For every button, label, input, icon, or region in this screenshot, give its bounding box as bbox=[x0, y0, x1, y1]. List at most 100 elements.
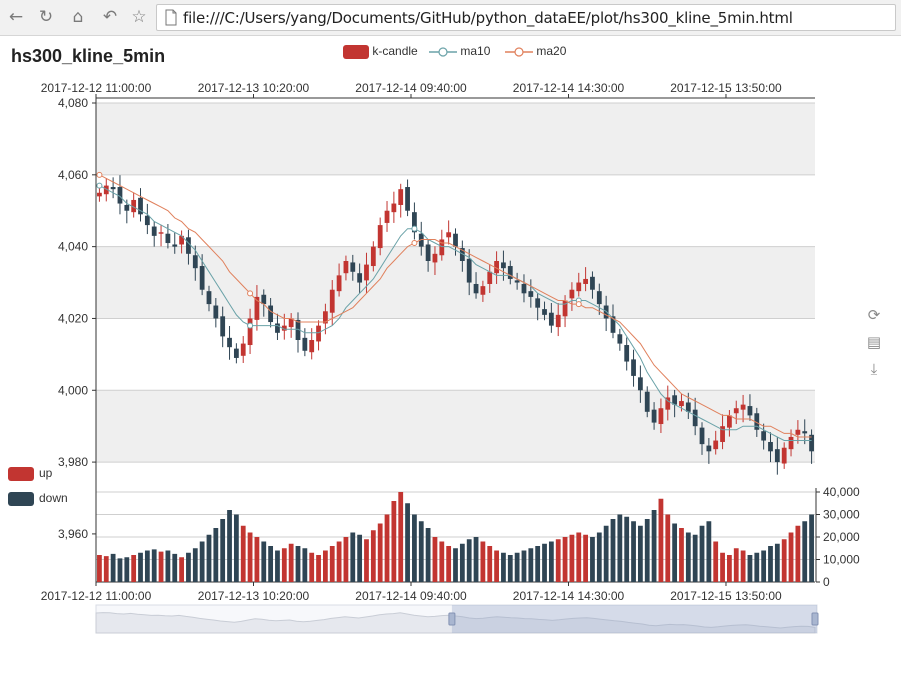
home-icon[interactable]: ⌂ bbox=[72, 7, 84, 27]
ma20-point bbox=[247, 290, 254, 297]
volume-bar bbox=[398, 492, 404, 582]
candle-body bbox=[768, 441, 773, 452]
save-image-icon[interactable]: ⤓ bbox=[870, 360, 878, 378]
legend-item-ma10[interactable]: ma10 bbox=[429, 44, 490, 59]
volume-bar bbox=[754, 552, 760, 582]
volume-bar bbox=[569, 534, 575, 582]
volume-bar bbox=[418, 521, 424, 582]
volume-bar bbox=[487, 546, 493, 582]
candle-body bbox=[610, 316, 616, 333]
volume-bar bbox=[473, 537, 479, 582]
volume-bar bbox=[391, 501, 397, 582]
candle-body bbox=[535, 298, 541, 308]
visualmap-up[interactable]: up bbox=[8, 466, 52, 481]
volume-bar bbox=[144, 550, 150, 582]
candle-body bbox=[459, 248, 465, 261]
candle-body bbox=[302, 337, 308, 351]
volume-bar bbox=[631, 521, 636, 582]
candle-body bbox=[644, 391, 650, 412]
volume-bar bbox=[733, 548, 739, 582]
volume-bar bbox=[535, 546, 541, 582]
volume-bar bbox=[658, 498, 664, 582]
candle-body bbox=[439, 239, 445, 256]
candle-body bbox=[795, 429, 801, 435]
volume-bar bbox=[583, 534, 589, 582]
chart-page: hs300_kline_5min k-candle ma10 ma20 4,08… bbox=[0, 36, 901, 682]
candle-body bbox=[432, 253, 438, 263]
volume-bar bbox=[809, 514, 814, 582]
back-icon[interactable]: ← bbox=[8, 7, 24, 27]
volume-bar bbox=[590, 537, 595, 582]
candle-body bbox=[165, 233, 171, 244]
reload-icon[interactable]: ↻ bbox=[38, 7, 54, 27]
candle-body bbox=[733, 408, 739, 414]
top-x-tick-label: 2017-12-12 11:00:00 bbox=[41, 81, 152, 95]
volume-bar bbox=[412, 514, 417, 582]
volume-bar bbox=[699, 525, 705, 582]
volume-bar bbox=[295, 546, 301, 582]
undo-icon[interactable]: ↶ bbox=[102, 7, 118, 27]
candle-body bbox=[179, 235, 184, 245]
candle-body bbox=[357, 273, 363, 283]
legend-item-ma20[interactable]: ma20 bbox=[505, 44, 566, 59]
legend-item-k-candle[interactable]: k-candle bbox=[343, 44, 418, 59]
browser-toolbar: ← ↻ ⌂ ↶ ☆ file:///C:/Users/yang/Document… bbox=[0, 0, 901, 36]
candle-body bbox=[740, 404, 746, 410]
legend-label-ma20: ma20 bbox=[536, 44, 567, 58]
candle-body bbox=[336, 275, 342, 292]
volume-bar bbox=[617, 514, 623, 582]
candle-body bbox=[391, 203, 397, 213]
datazoom-preview bbox=[95, 612, 816, 634]
volume-bar bbox=[480, 541, 486, 582]
candle-body bbox=[453, 233, 458, 247]
visualmap-up-swatch bbox=[8, 466, 34, 481]
candle-body bbox=[151, 226, 157, 236]
datazoom-window bbox=[451, 605, 817, 633]
volume-bar bbox=[138, 552, 143, 582]
volume-bar bbox=[507, 555, 513, 582]
kline-chart[interactable]: 4,080 4,060 4,040 4,020 4,000 3,980 3,960 40,00… bbox=[0, 36, 901, 682]
candle-body bbox=[377, 225, 383, 249]
volume-bar bbox=[781, 539, 787, 582]
candle-body bbox=[268, 305, 274, 323]
candle-body bbox=[124, 204, 130, 211]
candle-body bbox=[706, 445, 712, 452]
volume-tick-label: 30,000 bbox=[823, 508, 860, 522]
candle-body bbox=[487, 271, 493, 284]
bottom-x-tick-label: 2017-12-13 10:20:00 bbox=[198, 589, 310, 603]
ma10-point bbox=[96, 182, 103, 189]
volume-bar bbox=[247, 532, 253, 582]
candle-body bbox=[275, 323, 280, 333]
volume-tick-label: 40,000 bbox=[823, 485, 860, 499]
volume-bar bbox=[624, 516, 630, 582]
data-view-icon[interactable]: ▤ bbox=[866, 333, 882, 351]
volume-bar bbox=[220, 519, 226, 582]
visualmap-down[interactable]: down bbox=[8, 491, 68, 506]
candle-body bbox=[384, 210, 390, 223]
volume-bar bbox=[370, 530, 376, 582]
candle-body bbox=[97, 192, 102, 197]
grid-band bbox=[96, 103, 815, 175]
restore-icon[interactable]: ⟳ bbox=[867, 306, 881, 324]
volume-bar bbox=[103, 556, 109, 582]
candle-body bbox=[364, 264, 369, 281]
candle-body bbox=[418, 233, 424, 247]
url-text[interactable]: file:///C:/Users/yang/Documents/GitHub/p… bbox=[183, 9, 793, 27]
candle-body bbox=[699, 427, 705, 445]
volume-bar bbox=[425, 528, 431, 582]
candle-body bbox=[213, 305, 219, 319]
volume-bar bbox=[644, 519, 650, 582]
volume-bar bbox=[679, 528, 684, 582]
candle-body bbox=[542, 309, 547, 315]
legend-ma20-swatch bbox=[505, 47, 533, 57]
star-icon[interactable]: ☆ bbox=[131, 7, 147, 27]
volume-bar bbox=[788, 532, 794, 582]
address-bar[interactable]: file:///C:/Users/yang/Documents/GitHub/p… bbox=[156, 4, 896, 31]
candle-body bbox=[466, 258, 472, 283]
volume-bar bbox=[124, 557, 130, 582]
legend-label-k-candle: k-candle bbox=[372, 44, 418, 58]
top-x-tick-label: 2017-12-14 14:30:00 bbox=[513, 81, 625, 95]
bottom-x-tick-label: 2017-12-15 13:50:00 bbox=[670, 589, 782, 603]
candle-body bbox=[131, 199, 137, 213]
volume-bar bbox=[179, 557, 184, 582]
